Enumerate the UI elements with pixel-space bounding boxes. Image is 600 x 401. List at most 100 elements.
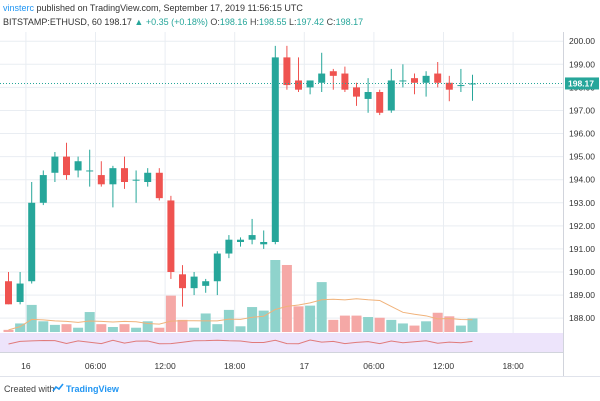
last-price-tag-label: 198.17 <box>568 78 594 88</box>
price-tick-label: 188.00 <box>569 313 595 323</box>
volume-bar <box>409 325 420 332</box>
candle-body[interactable] <box>295 80 302 90</box>
volume-bar <box>107 327 118 332</box>
publish-line: vinsterc published on TradingView.com, S… <box>3 3 303 13</box>
volume-bar <box>142 321 153 332</box>
volume-bar <box>61 324 72 332</box>
volume-bar <box>270 260 281 332</box>
candle-body[interactable] <box>271 57 279 243</box>
time-tick-label: 06:00 <box>85 361 107 371</box>
candle-body[interactable] <box>237 239 244 242</box>
price-chart[interactable]: 188.00 189.00 190.00 191.00 192.00 193.00 194.… <box>0 0 600 376</box>
volume-bar <box>15 323 26 332</box>
candle-body[interactable] <box>155 172 163 199</box>
high-value: 198.55 <box>258 17 287 27</box>
time-tick-label: 18:00 <box>502 361 524 371</box>
candle-body[interactable] <box>179 274 186 289</box>
candle-body[interactable] <box>364 92 372 99</box>
price-tick-label: 189.00 <box>569 290 595 300</box>
price-tick-label: 200.00 <box>569 36 595 46</box>
volume-bar <box>96 324 107 332</box>
volume-bar <box>351 315 362 332</box>
volume-bar <box>212 324 223 332</box>
volume-bar <box>328 319 339 332</box>
price-tick-label: 199.00 <box>569 59 595 69</box>
candle-body[interactable] <box>353 87 360 97</box>
candle-body[interactable] <box>457 85 465 87</box>
volume-bar <box>223 309 234 332</box>
candle-body[interactable] <box>213 253 221 282</box>
candle-body[interactable] <box>411 78 418 83</box>
volume-bar <box>38 321 49 332</box>
volume-bar <box>444 316 455 332</box>
candle-body[interactable] <box>109 168 117 185</box>
open-value: 198.16 <box>219 17 248 27</box>
volume-ma-line <box>8 298 473 331</box>
volume-bar <box>374 317 385 332</box>
candle-body[interactable] <box>376 92 384 113</box>
price-tick-label: 196.00 <box>569 129 595 139</box>
volume-bar <box>397 323 408 332</box>
candle-body[interactable] <box>225 239 233 254</box>
candle-body[interactable] <box>329 71 337 76</box>
candle-body[interactable] <box>39 175 47 203</box>
volume-bar <box>49 324 60 332</box>
volume-bar <box>131 327 142 332</box>
last-price-value: 198.17 <box>104 17 132 27</box>
tradingview-logo-icon <box>52 383 64 392</box>
volume-bar <box>84 312 95 332</box>
candle-body[interactable] <box>387 80 395 111</box>
volume-bar <box>305 305 316 332</box>
time-tick-label: 12:00 <box>154 361 176 371</box>
candle-body[interactable] <box>5 281 12 305</box>
volume-bar <box>119 324 130 332</box>
price-tick-label: 192.00 <box>569 221 595 231</box>
time-tick-label: 16 <box>21 361 31 371</box>
candle-body[interactable] <box>445 82 453 90</box>
candle-body[interactable] <box>306 80 314 88</box>
candle-body[interactable] <box>422 75 430 83</box>
candle-body[interactable] <box>97 175 105 185</box>
time-tick-label: 06:00 <box>363 361 385 371</box>
high-label: H: <box>249 17 259 27</box>
price-tick-label: 190.00 <box>569 267 595 277</box>
time-tick-label: 17 <box>300 361 310 371</box>
candle-body[interactable] <box>63 156 70 176</box>
volume-bar <box>421 321 432 332</box>
candle-body[interactable] <box>260 242 268 245</box>
symbol-label: BITSTAMP:ETHUSD, 60 <box>3 17 102 27</box>
chart-header: vinsterc published on TradingView.com, S… <box>0 0 600 27</box>
volume-bar <box>154 327 165 332</box>
volume-bar <box>363 317 374 332</box>
close-value: 198.17 <box>335 17 364 27</box>
volume-bar <box>386 319 397 332</box>
price-tick-label: 193.00 <box>569 198 595 208</box>
candle-body[interactable] <box>202 281 210 286</box>
candle-body[interactable] <box>399 80 407 82</box>
candle-body[interactable] <box>16 283 24 302</box>
open-label: O: <box>210 17 220 27</box>
candle-body[interactable] <box>434 73 442 83</box>
candle-body[interactable] <box>86 170 94 172</box>
candle-body[interactable] <box>144 172 152 182</box>
tradingview-brand[interactable]: TradingView <box>66 384 119 394</box>
volume-bar <box>177 319 188 332</box>
author-name[interactable]: vinsterc <box>3 3 35 13</box>
candle-body[interactable] <box>190 276 198 289</box>
candle-body[interactable] <box>51 156 59 173</box>
time-tick-label: 18:00 <box>224 361 246 371</box>
candle-body[interactable] <box>121 168 128 182</box>
candle-body[interactable] <box>341 73 349 90</box>
candle-body[interactable] <box>167 200 175 272</box>
price-tick-label: 195.00 <box>569 152 595 162</box>
candle-body[interactable] <box>469 83 476 85</box>
volume-bar <box>281 264 292 332</box>
volume-bar <box>200 313 211 332</box>
candle-body[interactable] <box>74 161 82 171</box>
candle-body[interactable] <box>318 73 326 83</box>
candle-body[interactable] <box>132 179 140 181</box>
candle-body[interactable] <box>248 235 256 240</box>
candle-body[interactable] <box>283 57 291 86</box>
volume-bar <box>432 312 443 332</box>
candle-body[interactable] <box>28 202 36 282</box>
